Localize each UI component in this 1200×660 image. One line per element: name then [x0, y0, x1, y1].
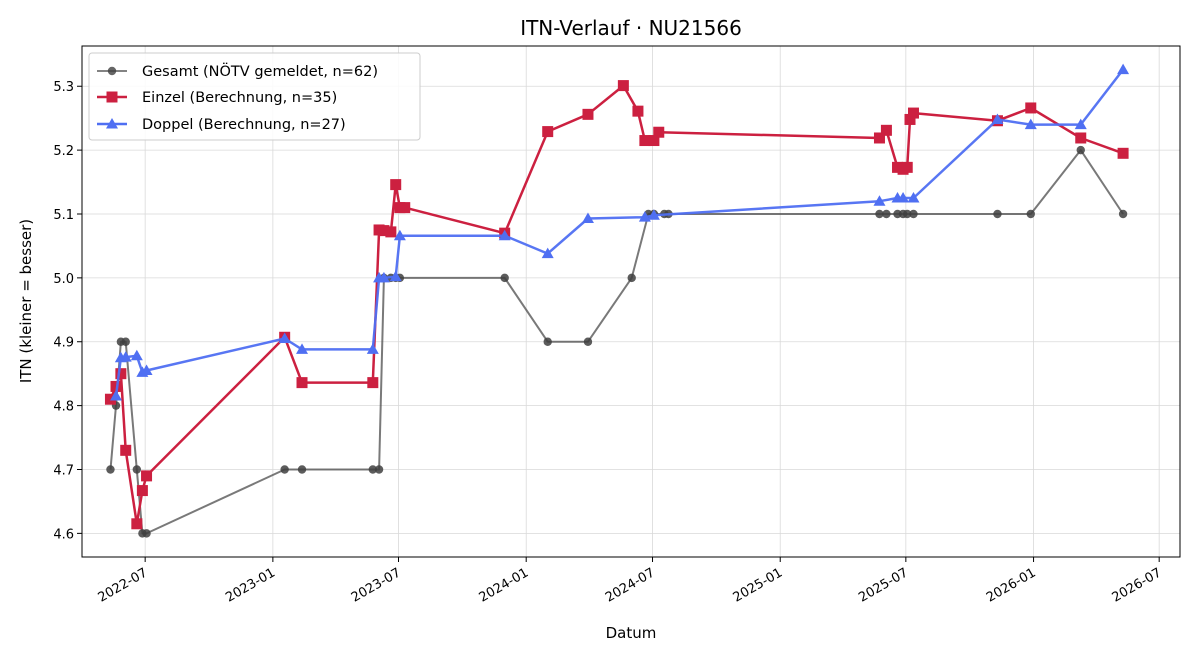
legend-marker-doppel: [106, 118, 118, 129]
data-point-einzel: [136, 485, 148, 497]
data-point-gesamt: [132, 465, 142, 474]
data-point-einzel: [873, 132, 885, 144]
series-layer: [104, 63, 1130, 538]
data-point-gesamt: [583, 337, 593, 346]
data-point-doppel: [541, 247, 554, 259]
data-point-doppel: [897, 192, 910, 203]
y-tick-label: 4.7: [53, 463, 74, 478]
data-point-einzel: [648, 135, 660, 147]
data-point-doppel: [296, 343, 309, 354]
data-point-doppel: [110, 390, 123, 401]
legend-item-doppel: Doppel (Berechnung, n=27): [97, 117, 346, 133]
series-doppel: [110, 63, 1130, 401]
legend-label-doppel: Doppel (Berechnung, n=27): [142, 117, 346, 133]
data-point-gesamt: [368, 465, 378, 474]
data-point-einzel: [901, 161, 913, 173]
data-point-einzel: [639, 135, 651, 147]
plot-frame: [81, 45, 1181, 558]
data-point-gesamt: [1076, 145, 1085, 155]
data-point-doppel: [377, 271, 390, 283]
data-point-doppel: [1074, 118, 1087, 130]
data-point-einzel: [907, 107, 919, 119]
data-point-gesamt: [297, 465, 307, 474]
legend-marker-einzel: [106, 91, 118, 103]
data-point-einzel: [104, 393, 116, 405]
data-point-einzel: [617, 80, 629, 92]
y-tick-label: 5.3: [53, 80, 74, 95]
series-gesamt: [106, 145, 1128, 538]
data-point-einzel: [653, 126, 665, 138]
data-point-gesamt: [500, 273, 509, 283]
data-point-gesamt: [903, 209, 912, 219]
data-point-einzel: [904, 113, 916, 125]
data-point-gesamt: [875, 209, 884, 219]
legend-label-gesamt: Gesamt (NÖTV gemeldet, n=62): [142, 62, 378, 80]
data-point-doppel: [366, 343, 379, 354]
data-point-gesamt: [374, 465, 384, 474]
data-point-gesamt: [1118, 209, 1128, 219]
data-point-einzel: [542, 126, 554, 138]
data-point-doppel: [581, 212, 594, 223]
data-point-doppel: [130, 349, 143, 361]
data-point-doppel: [873, 195, 886, 206]
data-point-doppel: [907, 192, 920, 203]
data-point-einzel: [399, 202, 411, 214]
data-point-doppel: [638, 211, 651, 222]
data-point-einzel: [367, 377, 379, 389]
data-point-einzel: [582, 108, 594, 120]
data-point-einzel: [1075, 132, 1087, 144]
data-point-einzel: [131, 518, 143, 530]
y-tick-label: 5.1: [53, 208, 74, 223]
data-point-gesamt: [106, 465, 115, 474]
y-tick-label: 4.8: [53, 400, 74, 415]
data-point-doppel: [1117, 63, 1130, 75]
legend-item-gesamt: Gesamt (NÖTV gemeldet, n=62): [97, 62, 378, 80]
data-point-doppel: [119, 351, 132, 362]
chart-title: ITN-Verlauf · NU21566: [520, 16, 742, 40]
data-point-gesamt: [280, 465, 289, 474]
x-axis-title: Datum: [606, 624, 657, 642]
data-point-einzel: [632, 105, 644, 117]
data-point-doppel: [991, 113, 1004, 124]
data-point-einzel: [115, 368, 127, 380]
data-point-einzel: [390, 179, 402, 191]
data-point-einzel: [1025, 102, 1037, 114]
data-point-doppel: [1024, 118, 1037, 130]
data-point-einzel: [880, 124, 892, 136]
y-axis-title: ITN (kleiner = besser): [17, 219, 35, 383]
data-point-gesamt: [142, 529, 151, 538]
data-point-doppel: [647, 209, 660, 220]
data-point-einzel: [120, 444, 132, 456]
legend: Gesamt (NÖTV gemeldet, n=62) Einzel (Ber…: [88, 52, 421, 141]
data-point-doppel: [393, 229, 406, 241]
legend-item-einzel: Einzel (Berechnung, n=35): [97, 90, 337, 106]
data-point-doppel: [278, 332, 291, 344]
y-tick-label: 4.9: [53, 336, 74, 351]
legend-box: [88, 52, 421, 141]
data-point-doppel: [389, 270, 402, 282]
data-point-doppel: [140, 364, 153, 375]
y-tick-label: 5.0: [53, 272, 74, 287]
y-tick-label: 4.6: [53, 527, 74, 542]
data-point-gesamt: [909, 209, 918, 219]
legend-label-einzel: Einzel (Berechnung, n=35): [142, 90, 337, 106]
data-point-gesamt: [121, 337, 130, 346]
data-point-doppel: [498, 229, 511, 241]
data-point-gesamt: [543, 337, 552, 346]
data-point-einzel: [141, 470, 153, 482]
data-point-gesamt: [882, 209, 891, 219]
data-point-einzel: [892, 161, 904, 173]
data-point-gesamt: [993, 209, 1002, 219]
data-point-einzel: [378, 225, 390, 237]
data-point-einzel: [1117, 147, 1129, 159]
legend-marker-gesamt: [107, 66, 117, 76]
data-point-gesamt: [627, 273, 636, 283]
y-tick-label: 5.2: [53, 144, 74, 159]
data-point-gesamt: [1026, 209, 1035, 219]
data-point-einzel: [296, 377, 308, 389]
data-point-einzel: [385, 226, 397, 238]
